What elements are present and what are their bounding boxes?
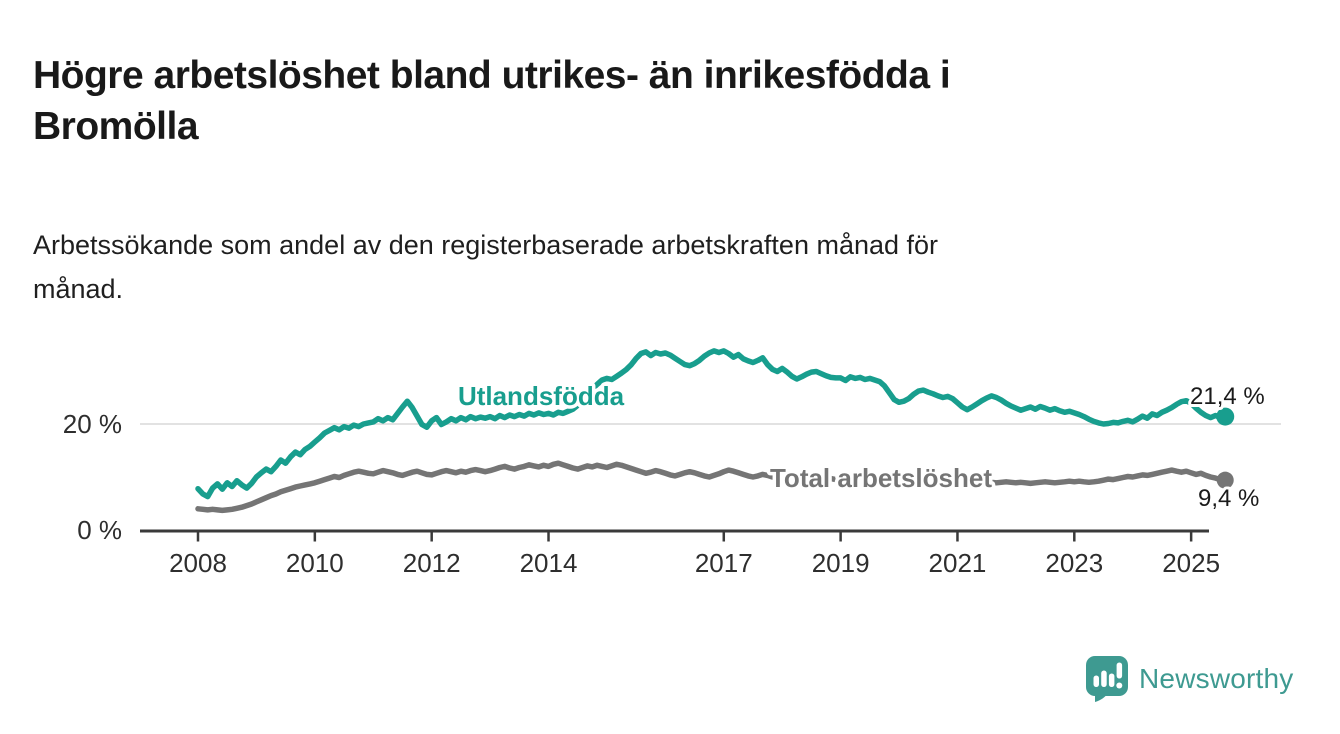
series-line-utlandsfodda — [195, 348, 1228, 500]
series-end-dot-total — [1216, 471, 1234, 489]
newsworthy-logo-text: Newsworthy — [1139, 663, 1294, 694]
x-axis-label-2008: 2008 — [169, 548, 227, 578]
series-label-utlandsfodda: Utlandsfödda — [458, 381, 625, 411]
x-axis-label-2010: 2010 — [286, 548, 344, 578]
y-axis-label-20: 20 % — [63, 409, 122, 439]
series-end-dot-utlandsfodda — [1216, 407, 1235, 426]
newsworthy-logo-icon — [1086, 656, 1128, 702]
chart-subtitle: Arbetssökande som andel av den registerb… — [33, 223, 938, 311]
x-axis-label-2012: 2012 — [403, 548, 461, 578]
end-value-label-total: 9,4 % — [1198, 485, 1259, 512]
y-axis-label-0: 0 % — [77, 515, 122, 545]
x-axis-label-2021: 2021 — [929, 548, 987, 578]
x-axis-label-2017: 2017 — [695, 548, 753, 578]
chart-subtitle-line-1: Arbetssökande som andel av den registerb… — [33, 230, 939, 260]
x-axis-label-2014: 2014 — [520, 548, 578, 578]
chart-subtitle-line-2: månad. — [33, 274, 124, 304]
x-axis-label-2023: 2023 — [1045, 548, 1103, 578]
exclamation-icon-dot — [1116, 682, 1123, 689]
x-axis-label-2025: 2025 — [1162, 548, 1220, 578]
bar-chart-icon-bar-2 — [1101, 670, 1107, 687]
exclamation-icon-bar — [1116, 662, 1123, 679]
series-label-total: Total arbetslöshet — [770, 463, 992, 493]
chart-title-line-2: Bromölla — [33, 105, 199, 149]
bar-chart-icon-bar-3 — [1108, 673, 1115, 687]
bar-chart-icon-bar-1 — [1093, 675, 1099, 687]
end-value-label-utlandsfodda: 21,4 % — [1190, 383, 1265, 410]
x-axis-label-2019: 2019 — [812, 548, 870, 578]
newsworthy-logo: Newsworthy — [1086, 656, 1293, 702]
series-line-total — [195, 460, 1228, 514]
chart-title-line-1: Högre arbetslöshet bland utrikes- än inr… — [33, 54, 951, 98]
chart-title: Högre arbetslöshet bland utrikes- än inr… — [33, 50, 951, 152]
